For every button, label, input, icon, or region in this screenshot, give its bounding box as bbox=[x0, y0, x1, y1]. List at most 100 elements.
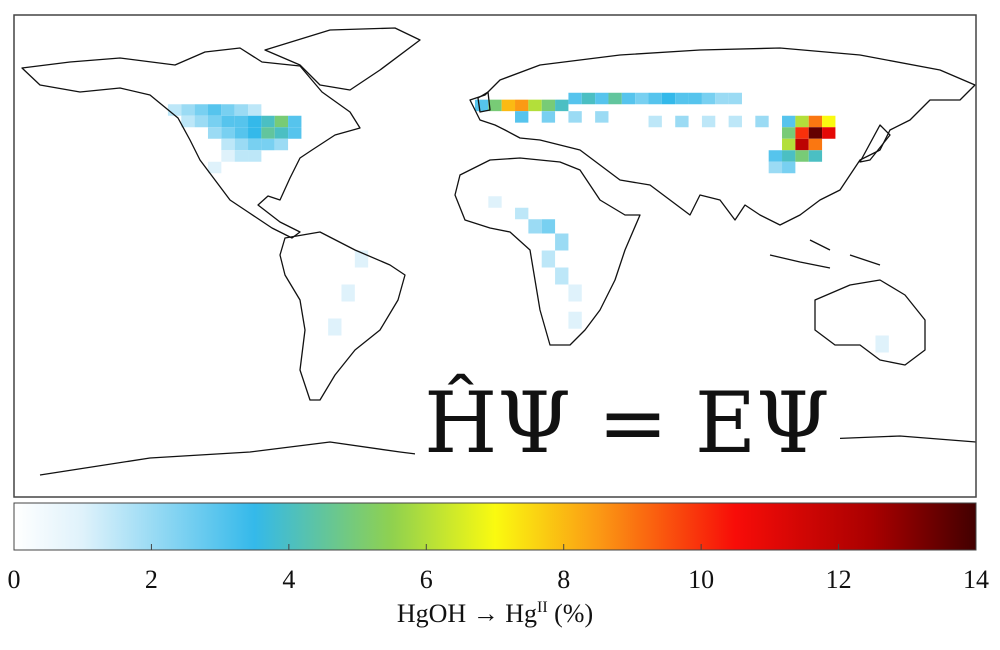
heat-cell bbox=[581, 92, 596, 105]
heat-cell bbox=[822, 127, 836, 139]
heat-cell bbox=[608, 92, 622, 105]
heat-cell bbox=[181, 115, 195, 128]
heat-cell bbox=[528, 219, 542, 234]
heat-cell bbox=[234, 104, 249, 116]
heat-cell bbox=[648, 92, 662, 105]
heat-cell bbox=[194, 115, 208, 128]
heat-cell bbox=[568, 284, 582, 302]
map-frame bbox=[13, 14, 977, 498]
heat-cell bbox=[795, 150, 809, 162]
heat-cell bbox=[715, 92, 729, 105]
heat-cell bbox=[221, 127, 235, 139]
british-isles bbox=[477, 91, 491, 113]
tick-label: 8 bbox=[557, 565, 570, 594]
heat-cell bbox=[595, 92, 609, 105]
heat-cell bbox=[782, 127, 796, 139]
heat-cell bbox=[288, 127, 302, 139]
heat-cell bbox=[782, 115, 796, 128]
heat-cell bbox=[221, 115, 235, 128]
heat-cell bbox=[755, 115, 769, 128]
heat-cell bbox=[328, 318, 342, 336]
heat-cell bbox=[234, 115, 249, 128]
heat-cell bbox=[555, 99, 569, 112]
heat-cell bbox=[541, 111, 556, 123]
heat-cell bbox=[795, 115, 809, 128]
heat-cell bbox=[661, 92, 676, 105]
heat-cell bbox=[728, 115, 742, 128]
heat-cell bbox=[635, 92, 649, 105]
heat-cell bbox=[822, 115, 836, 128]
heat-cell bbox=[261, 127, 275, 139]
heat-cell bbox=[568, 311, 582, 329]
heat-cell bbox=[474, 99, 489, 112]
heat-cell bbox=[541, 99, 556, 112]
heat-cell bbox=[488, 196, 502, 208]
colorbar-label: HgOH → HgII (%) bbox=[397, 599, 593, 628]
heat-cell bbox=[808, 138, 823, 151]
heat-cell bbox=[234, 127, 249, 139]
tick-label: 12 bbox=[826, 565, 852, 594]
heat-cell bbox=[808, 115, 823, 128]
heat-cell bbox=[728, 92, 742, 105]
heat-cell bbox=[274, 138, 289, 151]
heat-cell bbox=[768, 150, 783, 162]
heat-cell bbox=[248, 104, 262, 116]
heat-cell bbox=[274, 115, 289, 128]
heat-cell bbox=[488, 99, 502, 112]
tick-label: 4 bbox=[282, 565, 295, 594]
indonesia bbox=[769, 239, 881, 269]
heat-cell bbox=[207, 115, 222, 128]
greenland bbox=[264, 27, 421, 91]
heat-cell bbox=[207, 127, 222, 139]
eurasia bbox=[469, 47, 976, 226]
north-america bbox=[21, 47, 361, 239]
australia bbox=[814, 279, 926, 366]
heat-cell bbox=[261, 115, 275, 128]
heat-cell bbox=[194, 104, 208, 116]
heat-cell bbox=[501, 99, 516, 112]
africa bbox=[454, 157, 641, 346]
heat-cell bbox=[248, 150, 262, 162]
heat-cell bbox=[648, 115, 662, 128]
tick-label: 10 bbox=[688, 565, 714, 594]
heat-cell bbox=[207, 104, 222, 116]
heat-cell bbox=[795, 127, 809, 139]
label-after: (%) bbox=[548, 599, 593, 628]
heat-cell bbox=[568, 92, 582, 105]
heat-cell bbox=[515, 207, 529, 220]
heat-cell bbox=[515, 99, 529, 112]
heat-cell bbox=[555, 267, 569, 285]
heat-cell bbox=[782, 138, 796, 151]
heat-cell bbox=[555, 233, 569, 251]
heat-cell bbox=[528, 99, 542, 112]
tick-label: 2 bbox=[145, 565, 158, 594]
heat-cell bbox=[234, 150, 249, 162]
heat-cell bbox=[808, 127, 823, 139]
heat-cell bbox=[875, 335, 889, 353]
heat-cell bbox=[795, 138, 809, 151]
label-sup: II bbox=[537, 599, 548, 616]
heat-cell bbox=[221, 138, 235, 151]
heat-cell bbox=[701, 115, 716, 128]
colorbar bbox=[13, 502, 977, 551]
heat-cell bbox=[167, 104, 182, 116]
heat-cell bbox=[782, 150, 796, 162]
heat-cell bbox=[701, 92, 716, 105]
heat-cell bbox=[568, 111, 582, 123]
heat-cell bbox=[221, 104, 235, 116]
heat-cell bbox=[341, 284, 355, 302]
heat-cell bbox=[181, 104, 195, 116]
heat-cell bbox=[248, 115, 262, 128]
heat-cell bbox=[541, 250, 556, 268]
heat-cells bbox=[167, 92, 889, 353]
heat-cell bbox=[234, 138, 249, 151]
heat-cell bbox=[515, 111, 529, 123]
heat-cell bbox=[621, 92, 636, 105]
label-main: HgOH → Hg bbox=[397, 599, 537, 628]
south-america bbox=[279, 231, 406, 401]
heat-cell bbox=[248, 127, 262, 139]
heat-cell bbox=[288, 115, 302, 128]
overlay-bg bbox=[415, 362, 840, 497]
heat-cell bbox=[808, 150, 823, 162]
